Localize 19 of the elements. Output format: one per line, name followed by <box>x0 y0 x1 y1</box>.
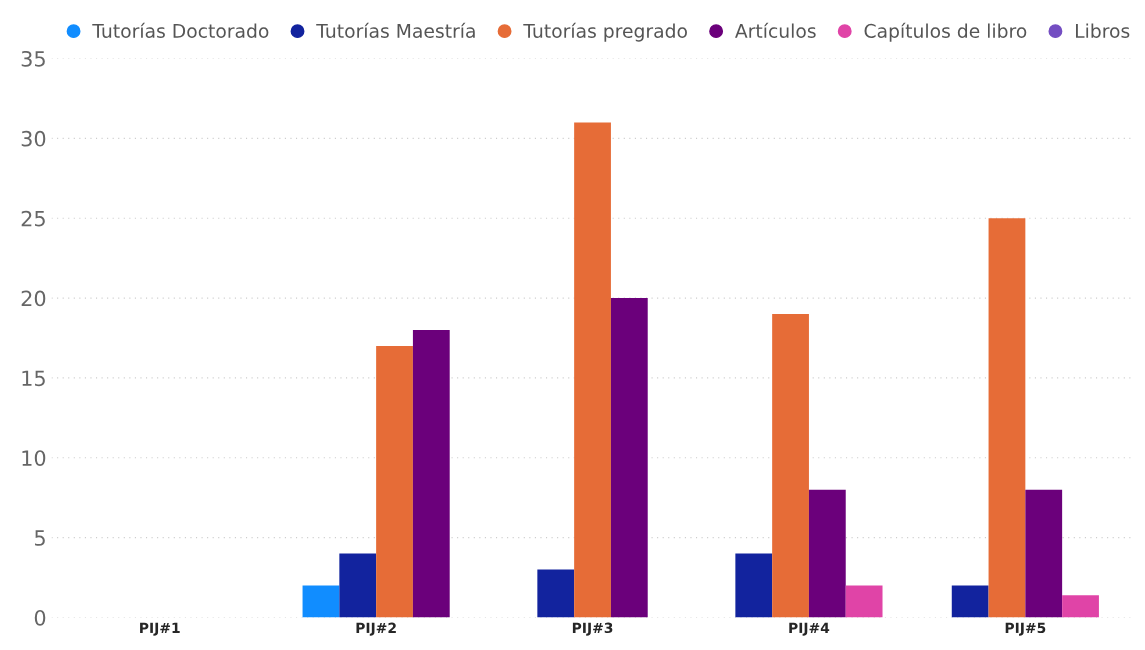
x-tick-label: PIJ#1 <box>140 622 180 636</box>
y-tick-label: 20 <box>21 290 46 307</box>
y-tick-label: 0 <box>34 609 46 626</box>
y-tick-label: 10 <box>22 450 46 466</box>
legend-label: Tutorías pregrado <box>523 22 687 42</box>
x-tick-label: PIJ#5 <box>1005 622 1046 636</box>
y-tick-label: 30 <box>21 130 46 147</box>
y-tick-label: 5 <box>35 530 45 546</box>
y-tick-label: 15 <box>22 370 45 387</box>
x-tick-label: PIJ#3 <box>572 622 613 636</box>
x-tick-label: PIJ#4 <box>789 622 830 636</box>
legend-label: Tutorías Doctorado <box>92 22 269 38</box>
legend-label: Tutorías Maestría <box>316 22 475 38</box>
y-tick-label: 35 <box>21 50 45 67</box>
legend-label: Libros <box>1076 23 1130 38</box>
x-tick-label: PIJ#2 <box>356 622 396 636</box>
legend-label: Artículos <box>735 22 816 38</box>
legend-label: Capítulos de libro <box>864 22 1027 42</box>
y-tick-label: 25 <box>21 210 45 227</box>
